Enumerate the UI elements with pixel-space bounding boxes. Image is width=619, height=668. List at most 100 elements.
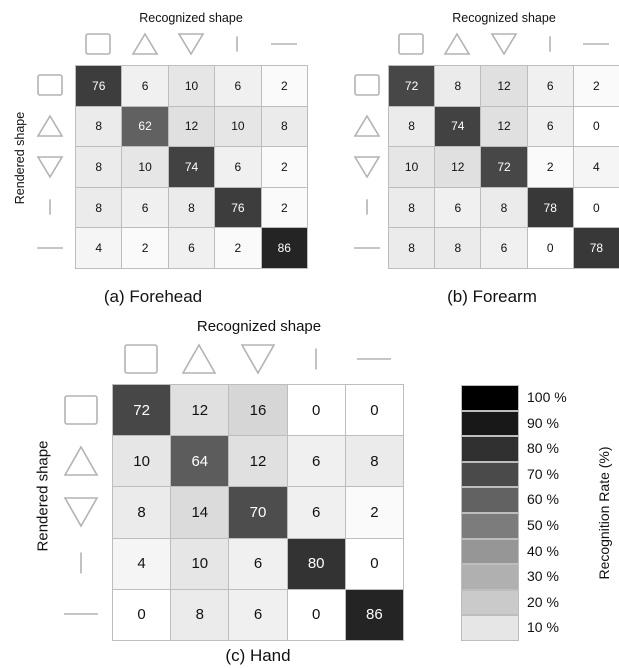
forehead-rendered-vertical-line-icon [37,196,63,218]
forehead-cell-r3-c1: 8 [76,147,123,188]
forehead-cell-r3-c2: 10 [122,147,169,188]
forearm-matrix: 72 8 12 6 2 8 74 12 6 0 10 12 72 2 4 8 6 8 78 0 8 8 6 0 78 [388,65,619,269]
forearm-cell-r5-c5: 78 [573,228,619,269]
forearm-recognized-square-icon [398,33,424,55]
hand-cell-r5-c4: 0 [287,589,346,641]
forehead-matrix: 76 6 10 6 2 8 62 12 10 8 8 10 74 6 2 8 6 8 76 2 4 2 6 2 86 [75,65,308,269]
forearm-cell-r2-c3: 12 [481,106,528,148]
forehead-cell-r5-c5: 86 [261,228,308,269]
legend-swatch [461,564,519,590]
hand-cell-r4-c2: 10 [171,538,230,590]
forehead-cell-r5-c1: 4 [76,228,123,269]
hand-cell-r3-c2: 14 [171,487,230,539]
hand-recognized-triangle-icon [181,343,217,374]
forehead-xlabel: Recognized shape [139,11,243,25]
hand-cell-r1-c2: 12 [171,385,230,437]
forehead-cell-r5-c4: 2 [215,228,262,269]
forearm-cell-r1-c2: 8 [435,66,482,107]
hand-cell-r1-c4: 0 [287,385,346,437]
hand-cell-r2-c2: 64 [171,436,230,488]
forehead-rendered-triangle-icon [36,114,64,137]
forearm-cell-r3-c3: 72 [481,147,528,188]
hand-recognized-inverted-triangle-icon [240,344,275,375]
hand-cell-r1-c5: 0 [345,385,404,437]
hand-cell-r3-c3: 70 [229,487,288,539]
forearm-cell-r5-c4: 0 [527,228,574,269]
forearm-cell-r4-c2: 6 [435,187,482,229]
hand-ylabel: Rendered shape [34,440,52,552]
legend-label: 50 % [527,516,559,533]
legend-swatch [461,461,519,488]
forehead-recognized-triangle-icon [131,32,159,55]
legend-label: 70 % [527,465,559,482]
forearm-cell-r5-c2: 8 [435,228,482,269]
hand-recognized-horizontal-line-icon [356,344,391,374]
forehead-recognized-inverted-triangle-icon [177,33,205,56]
forehead-cell-r2-c4: 10 [215,106,262,148]
forearm-rendered-square-icon [354,74,380,97]
forehead-cell-r2-c2: 62 [122,106,169,148]
forearm-cell-r1-c5: 2 [573,66,619,107]
forehead-cell-r4-c4: 76 [215,187,262,229]
hand-cell-r1-c1: 72 [113,385,172,437]
forehead-cell-r4-c5: 2 [261,187,308,229]
hand-rendered-horizontal-line-icon [64,599,98,629]
forearm-rendered-vertical-line-icon [354,196,380,218]
hand-matrix: 72 12 16 0 0 10 64 12 6 8 8 14 70 6 2 4 10 6 80 0 0 8 6 0 86 [112,384,404,641]
hand-caption: (c) Hand [225,646,291,665]
forehead-cell-r1-c3: 10 [168,66,216,107]
hand-cell-r5-c1: 0 [113,589,172,641]
forearm-recognized-inverted-triangle-icon [490,33,517,56]
hand-cell-r3-c1: 8 [113,487,172,539]
hand-recognized-square-icon [124,344,158,374]
hand-cell-r4-c3: 6 [229,538,288,590]
legend-swatch [461,538,519,565]
forearm-cell-r1-c1: 72 [389,66,436,107]
forehead-cell-r2-c5: 8 [261,106,308,148]
hand-rendered-square-icon [64,394,98,425]
forearm-cell-r4-c5: 0 [573,187,619,229]
forearm-cell-r5-c3: 6 [481,228,528,269]
forehead-cell-r4-c2: 6 [122,187,169,229]
forehead-recognized-vertical-line-icon [224,33,250,55]
hand-cell-r3-c5: 2 [345,487,404,539]
hand-cell-r1-c3: 16 [229,385,288,437]
forehead-recognized-square-icon [85,33,111,55]
forearm-cell-r2-c5: 0 [573,106,619,148]
forehead-cell-r2-c3: 12 [168,106,216,148]
hand-cell-r4-c5: 0 [345,538,404,590]
forehead-rendered-square-icon [37,74,63,97]
forearm-cell-r1-c3: 12 [481,66,528,107]
legend-swatch [461,410,519,437]
legend-swatch [461,487,519,513]
forehead-caption: (a) Forehead [103,287,203,306]
legend-swatch [461,385,519,411]
forearm-rendered-triangle-icon [353,114,381,137]
forearm-caption: (b) Forearm [447,287,537,306]
forehead-cell-r4-c1: 8 [76,187,123,229]
forehead-cell-r1-c4: 6 [215,66,262,107]
legend-label: 40 % [527,542,559,559]
legend-label: 60 % [527,491,559,508]
forearm-cell-r3-c5: 4 [573,147,619,188]
hand-rendered-triangle-icon [63,445,99,476]
hand-cell-r2-c5: 8 [345,436,404,488]
forearm-cell-r2-c1: 8 [389,106,436,148]
legend-label: 30 % [527,568,559,585]
forehead-cell-r3-c3: 74 [168,147,216,188]
legend-swatch [461,512,519,539]
hand-cell-r2-c1: 10 [113,436,172,488]
legend-swatch [461,436,519,462]
hand-cell-r5-c3: 6 [229,589,288,641]
forearm-rendered-horizontal-line-icon [354,237,380,259]
forehead-recognized-horizontal-line-icon [270,33,297,55]
hand-recognized-vertical-line-icon [299,344,333,374]
forearm-cell-r2-c4: 6 [527,106,574,148]
forearm-recognized-vertical-line-icon [537,33,563,55]
forearm-cell-r1-c4: 6 [527,66,574,107]
hand-cell-r5-c2: 8 [171,589,230,641]
forearm-cell-r2-c2: 74 [435,106,482,148]
hand-rendered-vertical-line-icon [64,548,98,578]
legend-label: 100 % [527,389,567,405]
hand-xlabel: Recognized shape [196,318,322,335]
